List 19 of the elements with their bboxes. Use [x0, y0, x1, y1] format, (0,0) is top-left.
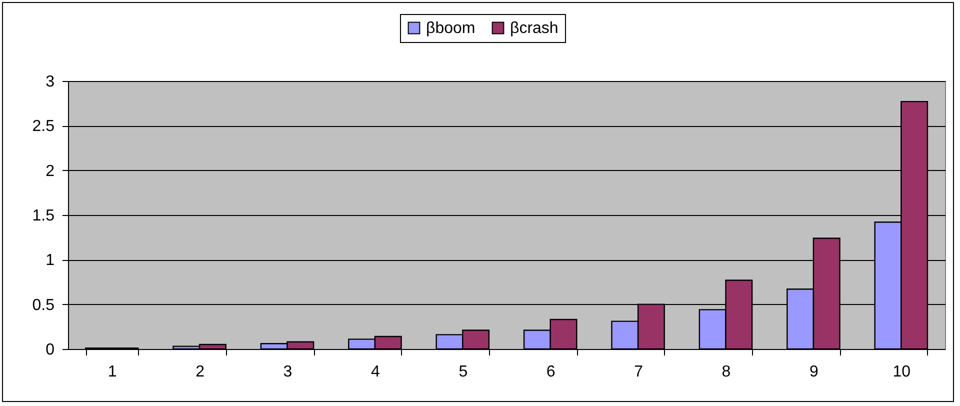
x-tick-label: 2	[196, 364, 205, 380]
x-tick-label: 8	[722, 364, 731, 380]
x-tick-label: 4	[370, 364, 380, 380]
legend-label: βboom	[426, 20, 476, 37]
x-tick-label: 9	[809, 364, 818, 380]
y-tick-label: 1	[46, 252, 55, 270]
x-tick-label: 10	[892, 364, 911, 380]
x-tick-label: 3	[283, 364, 292, 380]
y-tick-label: 2.5	[32, 118, 55, 136]
x-tick-label: 7	[634, 364, 644, 380]
x-tick-label: 1	[108, 364, 117, 380]
y-tick-label: 3	[46, 74, 55, 90]
y-tick-label: 0.5	[32, 296, 55, 314]
legend-label: βcrash	[510, 20, 558, 37]
x-tick-label: 5	[458, 364, 468, 380]
y-tick-label: 2	[46, 162, 55, 180]
y-tick-label: 0	[46, 342, 55, 358]
x-tick-label: 6	[546, 364, 556, 380]
y-tick-label: 1.5	[32, 208, 55, 224]
